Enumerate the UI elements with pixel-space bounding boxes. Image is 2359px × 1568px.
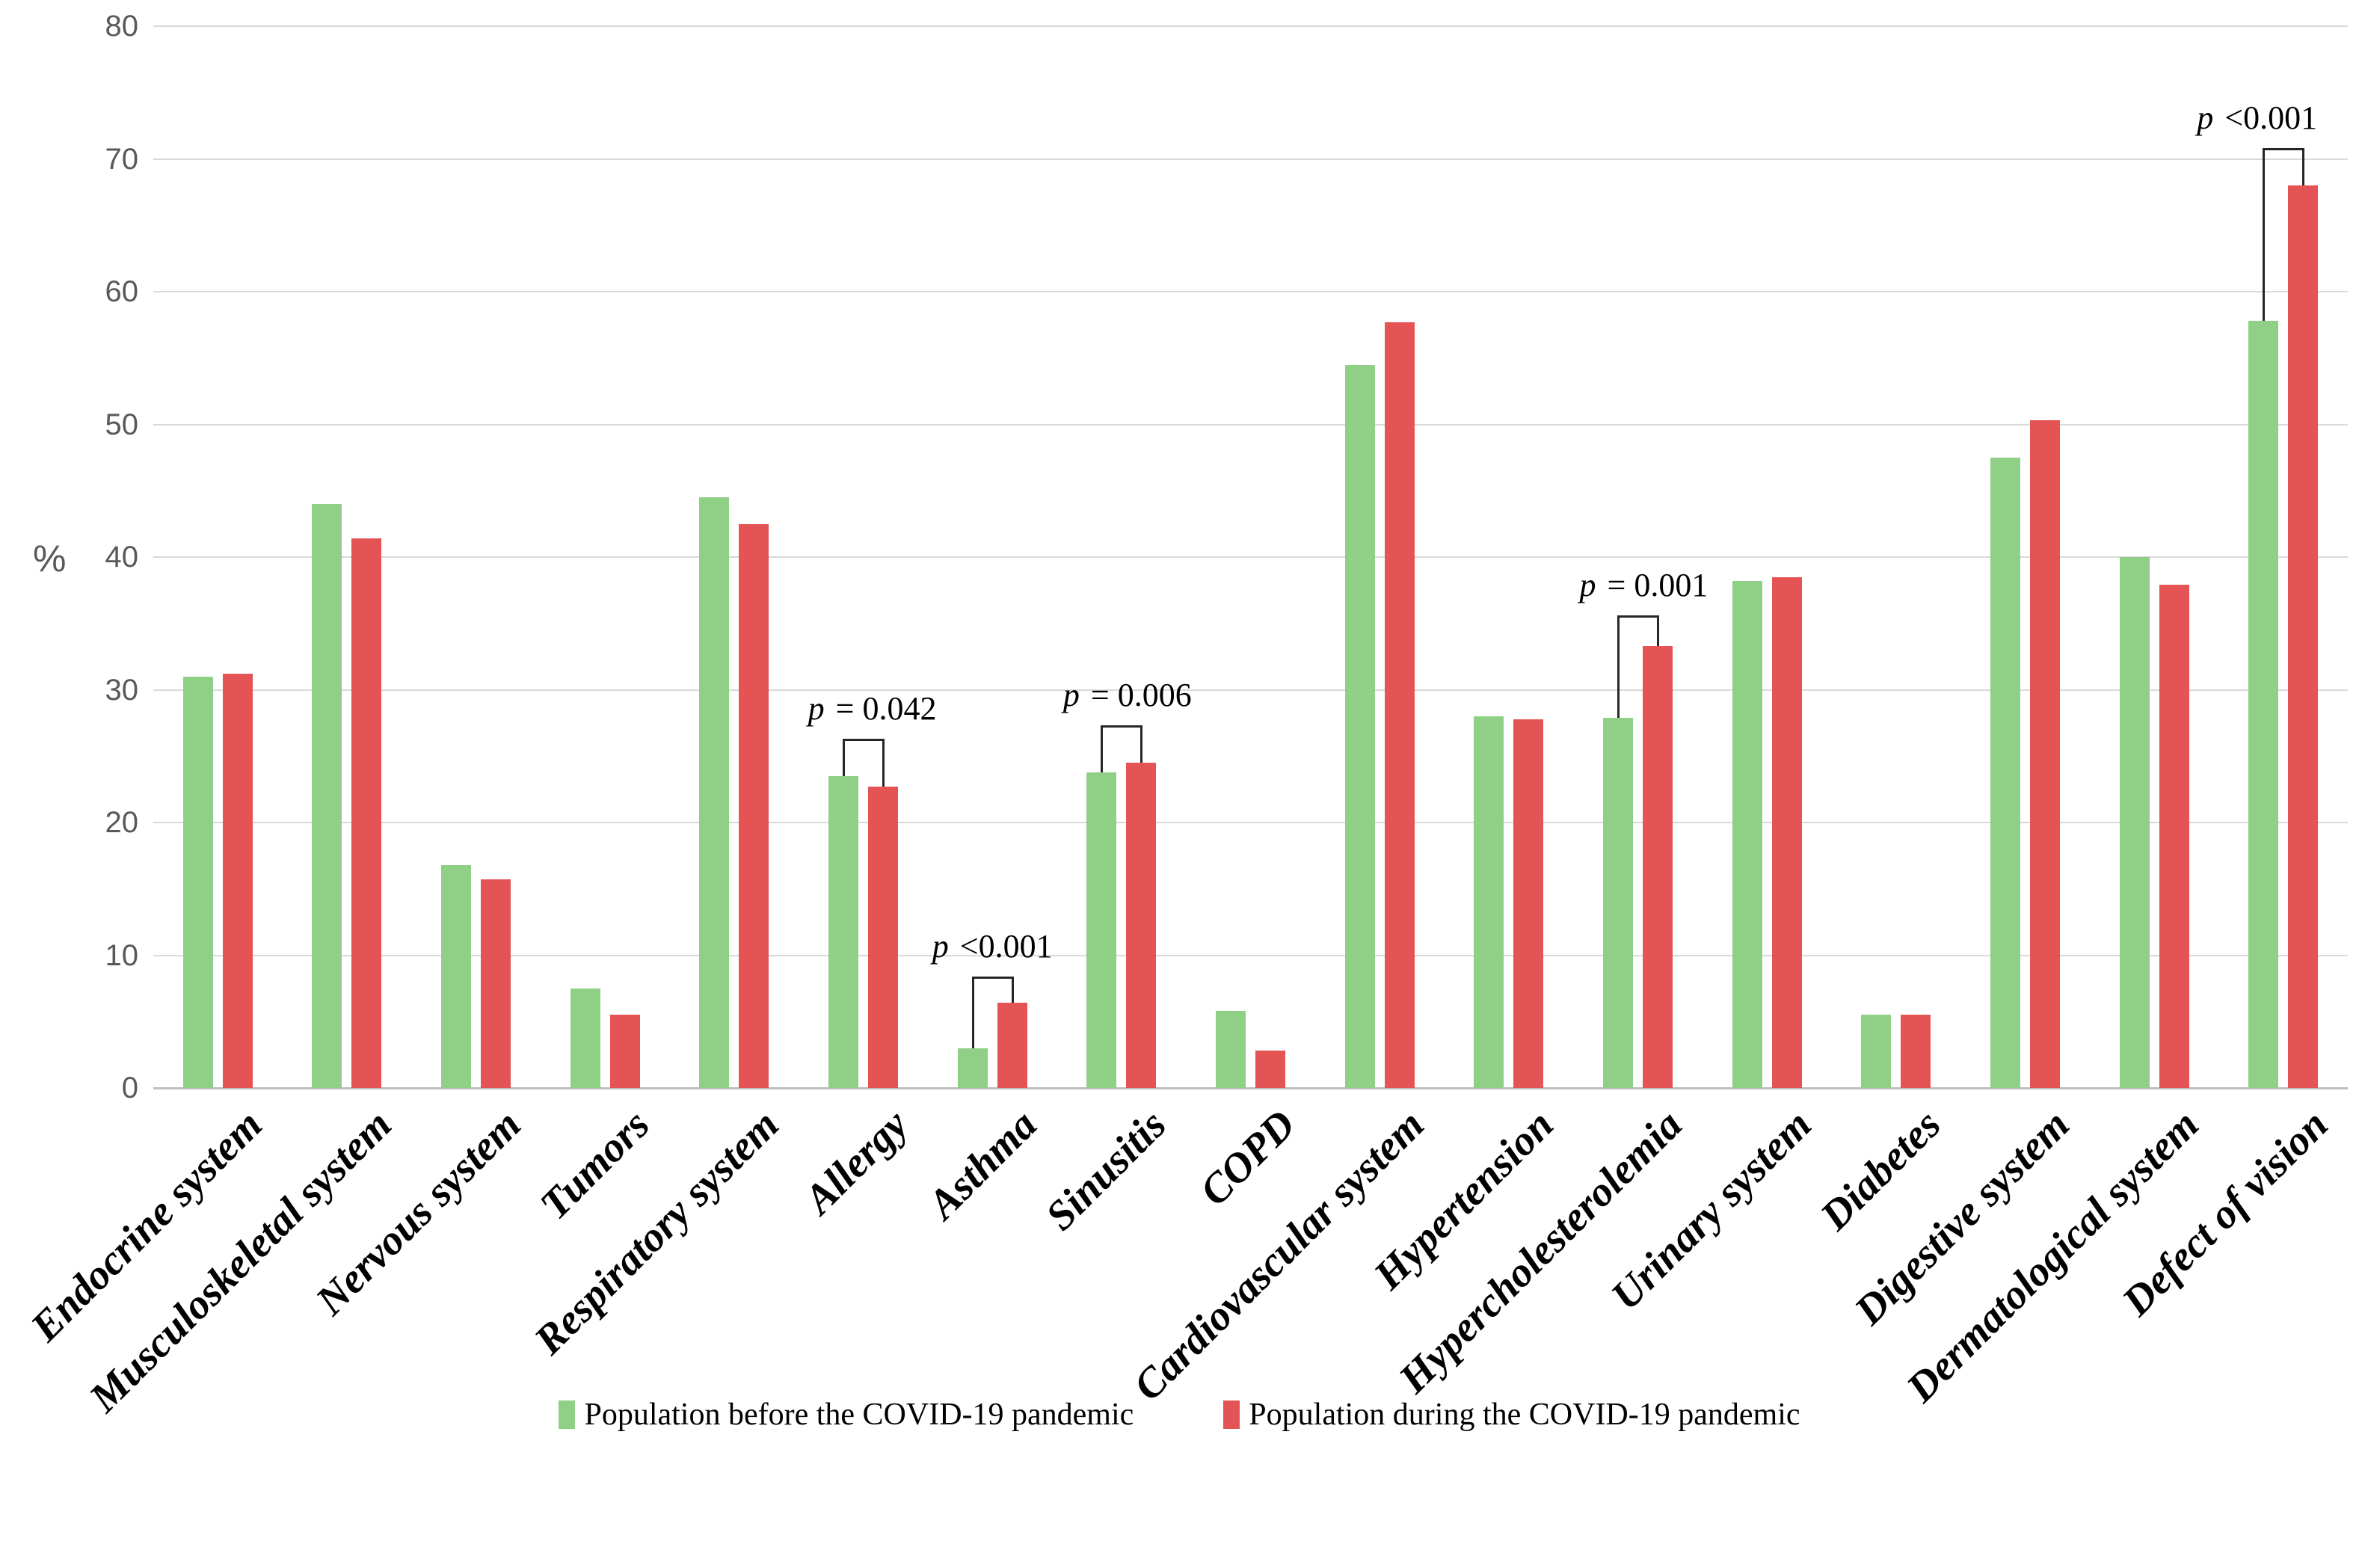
gridline xyxy=(153,822,2348,823)
bracket-left-hypercholesterolemia xyxy=(1617,615,1620,718)
gridline xyxy=(153,158,2348,160)
bar-before-allergy xyxy=(828,775,859,1088)
bracket-right-sinusitis xyxy=(1140,725,1143,763)
y-axis-tick: 70 xyxy=(105,142,139,176)
bracket-right-defect-of-vision xyxy=(2302,148,2305,185)
bar-before-sinusitis xyxy=(1086,772,1117,1088)
bar-before-nervous-system xyxy=(441,864,472,1088)
legend-item-during: Population during the COVID-19 pandemic xyxy=(1223,1398,1800,1432)
x-axis-baseline xyxy=(153,1087,2348,1089)
bar-before-diabetes xyxy=(1861,1015,1892,1088)
gridline xyxy=(153,25,2348,27)
bracket-right-asthma xyxy=(1011,976,1014,1003)
bar-before-dermatological-system xyxy=(2119,557,2150,1088)
grouped-bar-chart: % Population before the COVID-19 pandemi… xyxy=(0,10,2359,1445)
bar-before-digestive-system xyxy=(1990,457,2020,1088)
bar-during-cardiovascular-system xyxy=(1384,322,1415,1088)
y-axis-tick: 0 xyxy=(121,1072,138,1104)
bar-before-tumors xyxy=(570,988,600,1088)
legend-swatch-during xyxy=(1223,1401,1240,1429)
bar-before-urinary-system xyxy=(1732,580,1762,1088)
bar-during-hypercholesterolemia xyxy=(1642,645,1673,1088)
bracket-horizontal-asthma xyxy=(971,976,1013,979)
bar-during-hypertension xyxy=(1513,719,1544,1088)
bracket-horizontal-sinusitis xyxy=(1101,725,1142,728)
bracket-right-hypercholesterolemia xyxy=(1656,615,1659,646)
bracket-left-defect-of-vision xyxy=(2263,148,2266,322)
bar-during-copd xyxy=(1255,1051,1285,1088)
p-value-annotation-allergy: p = 0.042 xyxy=(808,690,937,728)
bar-before-endocrine-system xyxy=(182,676,213,1088)
gridline xyxy=(153,954,2348,956)
bar-before-defect-of-vision xyxy=(2248,321,2279,1088)
bar-before-asthma xyxy=(957,1048,988,1088)
p-value-annotation-hypercholesterolemia: p = 0.001 xyxy=(1579,567,1708,604)
bar-during-diabetes xyxy=(1901,1015,1931,1088)
legend-label-before: Population before the COVID-19 pandemic xyxy=(584,1398,1134,1432)
bracket-horizontal-hypercholesterolemia xyxy=(1617,615,1658,618)
bracket-horizontal-allergy xyxy=(843,739,885,742)
bar-during-sinusitis xyxy=(1126,763,1157,1088)
p-value-annotation-sinusitis: p = 0.006 xyxy=(1062,677,1192,714)
y-axis-tick: 20 xyxy=(105,806,139,839)
bar-during-urinary-system xyxy=(1771,577,1802,1088)
legend-label-during: Population during the COVID-19 pandemic xyxy=(1249,1398,1800,1432)
bar-during-musculoskeletal-system xyxy=(351,538,382,1088)
bracket-right-allergy xyxy=(882,739,885,787)
chart-legend: Population before the COVID-19 pandemic P… xyxy=(0,1385,2359,1445)
y-axis-tick: 40 xyxy=(105,541,139,574)
bar-before-respiratory-system xyxy=(699,497,730,1088)
y-axis-tick: 80 xyxy=(105,10,139,43)
bar-during-allergy xyxy=(868,787,899,1088)
bar-during-digestive-system xyxy=(2029,420,2060,1088)
gridline xyxy=(153,423,2348,425)
bar-before-hypercholesterolemia xyxy=(1602,717,1633,1088)
gridline xyxy=(153,689,2348,691)
bar-before-hypertension xyxy=(1474,716,1504,1088)
bracket-horizontal-defect-of-vision xyxy=(2263,148,2304,151)
bar-during-endocrine-system xyxy=(222,674,253,1088)
bar-during-asthma xyxy=(997,1003,1027,1088)
gridline xyxy=(153,556,2348,558)
bar-during-tumors xyxy=(609,1015,640,1088)
y-axis-tick: 10 xyxy=(105,938,139,972)
bar-before-musculoskeletal-system xyxy=(312,504,342,1088)
bar-before-copd xyxy=(1216,1011,1246,1088)
legend-swatch-before xyxy=(559,1401,576,1429)
p-value-annotation-asthma: p <0.001 xyxy=(932,927,1053,965)
bar-before-cardiovascular-system xyxy=(1344,364,1375,1088)
bracket-left-sinusitis xyxy=(1101,725,1104,772)
gridline xyxy=(153,291,2348,292)
bar-during-respiratory-system xyxy=(739,523,769,1088)
y-axis-tick: 50 xyxy=(105,408,139,441)
bracket-left-asthma xyxy=(971,976,974,1048)
bar-during-defect-of-vision xyxy=(2288,185,2319,1088)
y-axis-tick: 60 xyxy=(105,275,139,308)
bar-during-nervous-system xyxy=(481,879,511,1088)
y-axis-tick: 30 xyxy=(105,673,139,707)
bracket-left-allergy xyxy=(843,739,846,776)
y-axis-unit-label: % xyxy=(33,538,67,579)
legend-item-before: Population before the COVID-19 pandemic xyxy=(559,1398,1134,1432)
bar-during-dermatological-system xyxy=(2159,585,2189,1088)
p-value-annotation-defect-of-vision: p <0.001 xyxy=(2197,99,2318,137)
